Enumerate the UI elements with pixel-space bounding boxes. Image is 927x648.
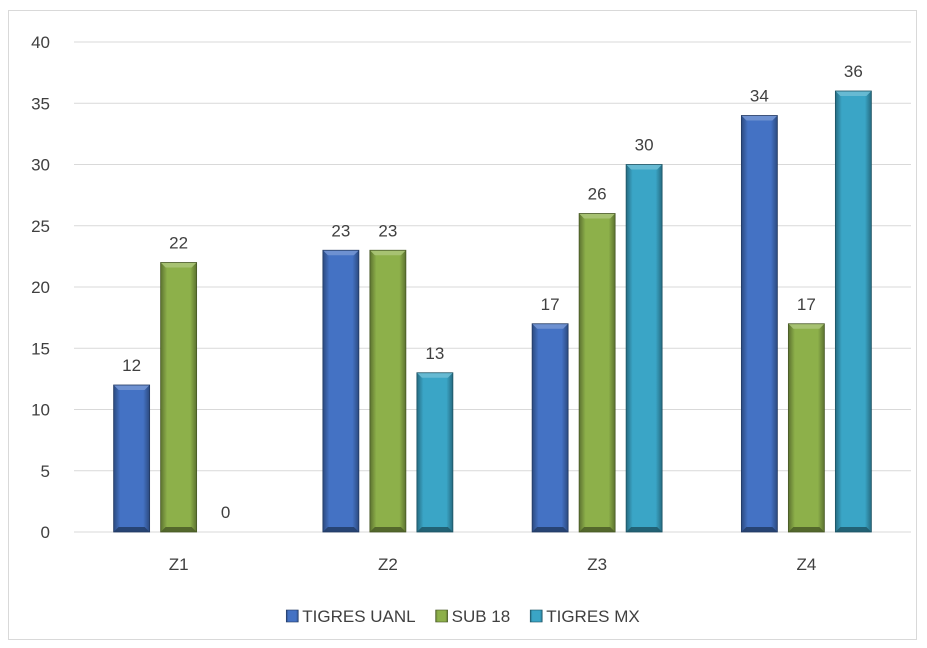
legend-label-tigres-mx: TIGRES MX (546, 607, 640, 626)
data-label-sub-18-z2: 23 (378, 221, 397, 240)
bar-tigres-uanl-z3 (531, 323, 569, 533)
y-tick-label: 0 (41, 523, 50, 542)
legend-label-sub-18: SUB 18 (452, 607, 511, 626)
y-tick-label: 10 (31, 401, 50, 420)
y-axis-ticks: 0 5 10 15 20 25 30 35 40 (31, 33, 50, 542)
y-tick-label: 5 (41, 462, 50, 481)
bar-sub-18-z3 (578, 213, 616, 533)
gridlines (74, 41, 911, 533)
x-tick-label-z1: Z1 (169, 555, 189, 574)
y-tick-label: 25 (31, 217, 50, 236)
data-label-tigres-mx-z1: 0 (221, 503, 230, 522)
legend: TIGRES UANL SUB 18 TIGRES MX (285, 607, 640, 626)
data-labels: 12 22 0 23 23 13 17 26 30 34 17 36 (122, 62, 863, 522)
y-tick-label: 15 (31, 339, 50, 358)
x-tick-label-z2: Z2 (378, 555, 398, 574)
x-tick-label-z3: Z3 (587, 555, 607, 574)
x-tick-label-z4: Z4 (796, 555, 816, 574)
legend-swatch-tigres-mx (529, 609, 543, 623)
bar-tigres-uanl-z1 (113, 384, 151, 533)
data-label-tigres-uanl-z4: 34 (750, 87, 769, 106)
y-tick-label: 35 (31, 94, 50, 113)
y-tick-label: 30 (31, 156, 50, 175)
y-tick-label: 20 (31, 278, 50, 297)
bar-sub-18-z2 (369, 249, 407, 533)
data-label-tigres-uanl-z3: 17 (541, 295, 560, 314)
bar-sub-18-z1 (160, 262, 198, 533)
bar-tigres-mx-z4 (834, 90, 872, 533)
data-label-tigres-mx-z4: 36 (844, 62, 863, 81)
bar-tigres-uanl-z4 (740, 115, 778, 533)
data-label-sub-18-z1: 22 (169, 234, 188, 253)
legend-label-tigres-uanl: TIGRES UANL (302, 607, 415, 626)
bar-sub-18-z4 (787, 323, 825, 533)
bar-tigres-uanl-z2 (322, 249, 360, 533)
data-label-sub-18-z3: 26 (588, 185, 607, 204)
data-label-tigres-uanl-z2: 23 (331, 221, 350, 240)
legend-swatch-sub-18 (435, 609, 448, 623)
legend-swatch-tigres-uanl (285, 609, 299, 623)
data-label-tigres-uanl-z1: 12 (122, 356, 141, 375)
bars (113, 90, 872, 533)
data-label-sub-18-z4: 17 (797, 295, 816, 314)
bar-tigres-mx-z2 (416, 372, 454, 533)
x-axis-ticks: Z1 Z2 Z3 Z4 (169, 555, 817, 574)
data-label-tigres-mx-z2: 13 (425, 344, 444, 363)
bar-tigres-mx-z3 (625, 164, 663, 533)
y-tick-label: 40 (31, 33, 50, 52)
data-label-tigres-mx-z3: 30 (635, 136, 654, 155)
